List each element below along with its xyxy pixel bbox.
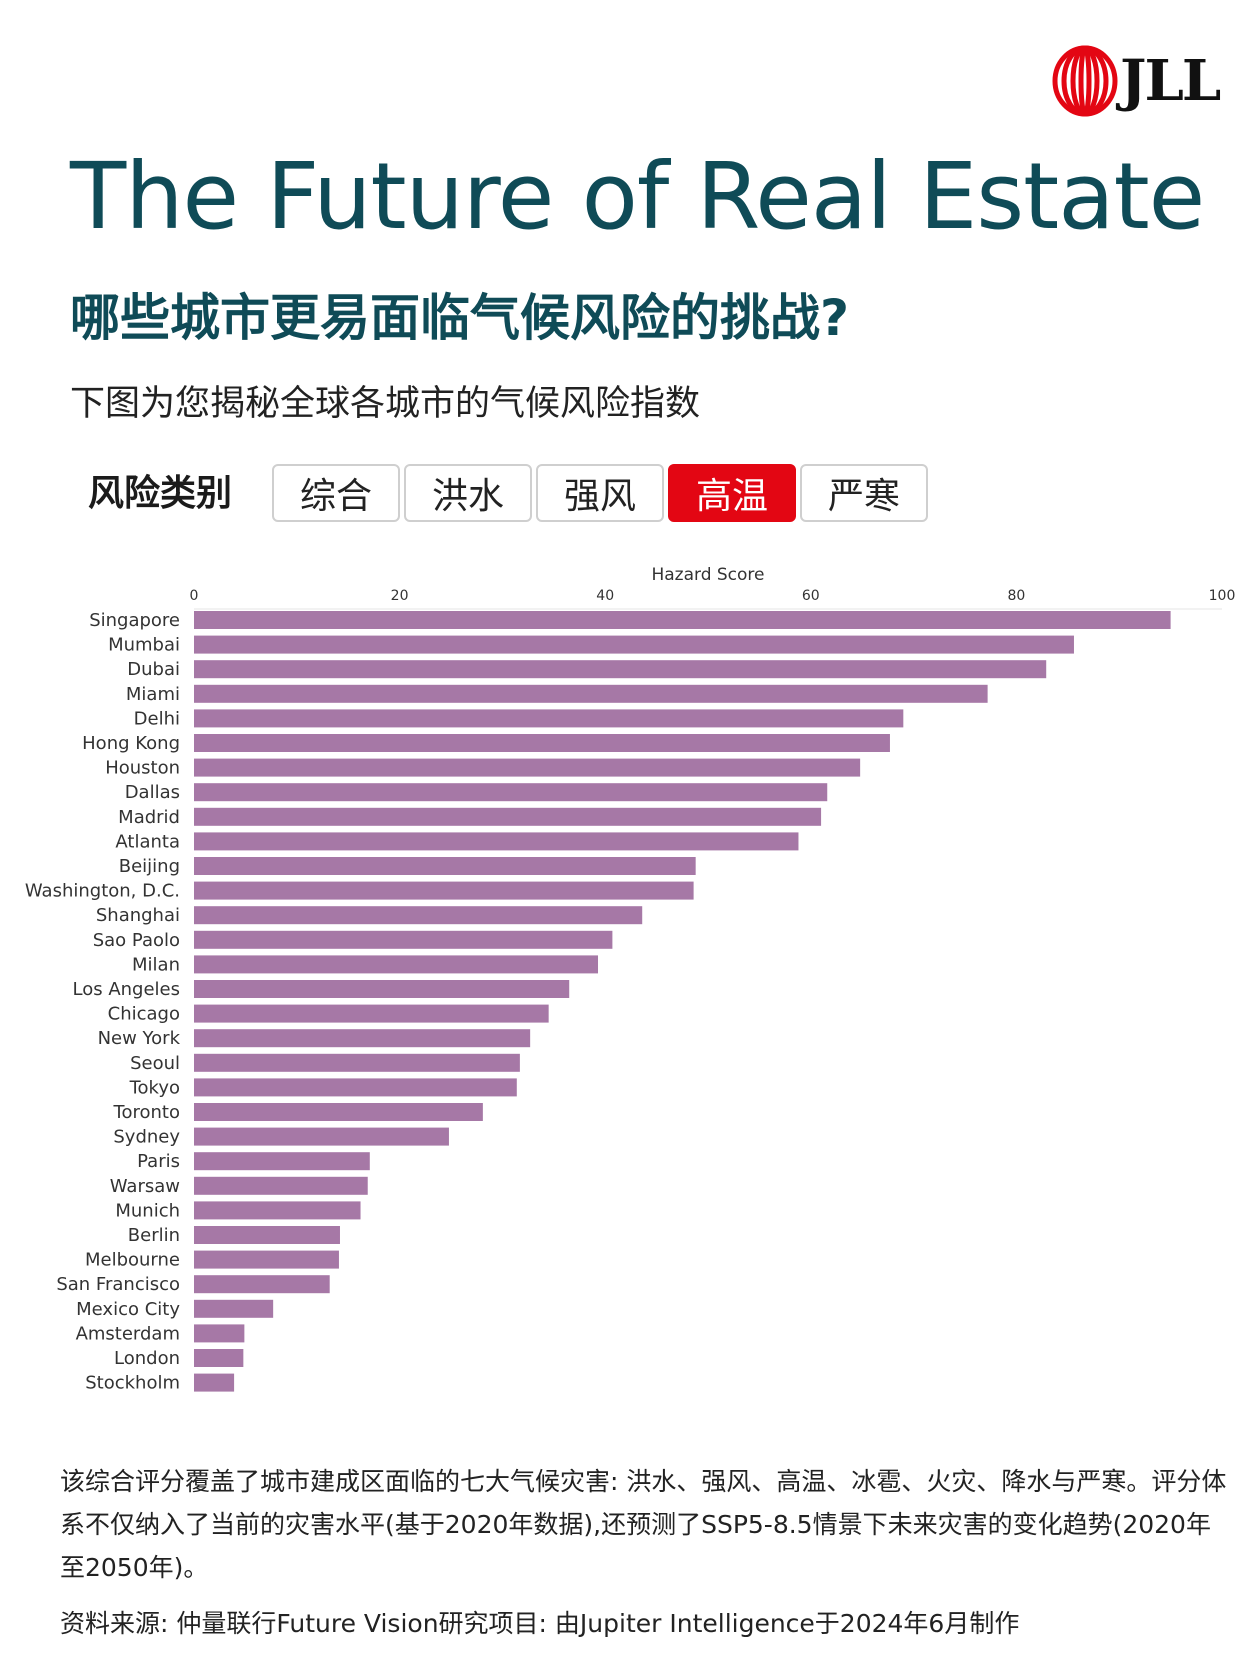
x-tick-label: 80: [1007, 588, 1025, 604]
bar[interactable]: [194, 807, 822, 826]
bar[interactable]: [194, 1029, 531, 1048]
bar[interactable]: [194, 832, 799, 851]
y-category-label: Delhi: [134, 708, 180, 729]
bar[interactable]: [194, 1127, 449, 1146]
bar[interactable]: [194, 1349, 244, 1367]
bar[interactable]: [194, 1176, 368, 1195]
bar[interactable]: [194, 1201, 361, 1220]
bar[interactable]: [194, 635, 1074, 654]
bar[interactable]: [194, 1053, 520, 1072]
x-tick-label: 100: [1209, 588, 1236, 604]
y-category-label: Sao Paolo: [93, 930, 180, 951]
hazard-score-bar-chart: Hazard Score 0 20 40 60 80 100 Singapore Mumba…: [25, 565, 1236, 1394]
y-category-label: Houston: [105, 758, 180, 779]
y-category-label: New York: [98, 1028, 181, 1049]
y-category-label: Beijing: [119, 856, 180, 877]
page-subtitle: 下图为您揭秘全球各城市的气候风险指数: [70, 384, 701, 424]
bar[interactable]: [194, 684, 988, 703]
y-category-label: Amsterdam: [76, 1323, 180, 1344]
bar[interactable]: [194, 955, 599, 974]
x-tick-label: 60: [802, 588, 820, 604]
bar[interactable]: [194, 930, 613, 949]
y-category-label: Dallas: [125, 782, 180, 803]
y-axis-labels: Singapore Mumbai Dubai Miami Delhi Hong Kong H…: [25, 610, 181, 1394]
jll-logo-text: JLL: [1120, 48, 1221, 114]
bar[interactable]: [194, 1103, 483, 1121]
x-tick-label: 20: [391, 588, 409, 604]
bar[interactable]: [194, 1004, 549, 1023]
y-category-label: San Francisco: [56, 1274, 180, 1295]
y-category-label: Dubai: [127, 659, 180, 680]
y-category-label: Los Angeles: [73, 979, 181, 1000]
bar[interactable]: [194, 980, 570, 998]
tab-flood[interactable]: 洪水: [404, 464, 532, 522]
source-note: 资料来源: 仲量联行Future Vision研究项目: 由Jupiter In…: [60, 1609, 1020, 1638]
y-category-label: Berlin: [128, 1225, 180, 1246]
bar[interactable]: [194, 1275, 330, 1294]
bar[interactable]: [194, 1078, 517, 1097]
bar[interactable]: [194, 709, 904, 728]
y-category-label: London: [114, 1348, 180, 1369]
tab-wind[interactable]: 强风: [536, 464, 664, 522]
y-category-label: Milan: [132, 954, 180, 975]
tab-cold[interactable]: 严寒: [800, 464, 928, 522]
y-category-label: Mexico City: [76, 1299, 180, 1320]
bar[interactable]: [194, 1152, 370, 1171]
bar[interactable]: [194, 1324, 245, 1343]
y-category-label: Atlanta: [115, 831, 180, 852]
y-category-label: Melbourne: [85, 1250, 180, 1271]
bar[interactable]: [194, 881, 694, 900]
page-title: The Future of Real Estate: [70, 143, 1205, 250]
bar[interactable]: [194, 783, 828, 802]
tab-composite[interactable]: 综合: [272, 464, 400, 522]
x-axis-ticks: 0 20 40 60 80 100: [190, 588, 1236, 604]
x-tick-label: 0: [190, 588, 199, 604]
bars: [194, 611, 1171, 1392]
bar[interactable]: [194, 906, 643, 925]
methodology-note: 该综合评分覆盖了城市建成区面临的七大气候灾害: 洪水、强风、高温、冰雹、火灾、降…: [60, 1467, 1227, 1582]
y-category-label: Toronto: [113, 1102, 180, 1123]
x-tick-label: 40: [596, 588, 614, 604]
y-category-label: Washington, D.C.: [25, 881, 180, 902]
y-category-label: Munich: [115, 1200, 180, 1221]
y-category-label: Shanghai: [96, 905, 180, 926]
y-category-label: Sydney: [113, 1127, 180, 1148]
y-category-label: Stockholm: [85, 1373, 180, 1394]
bar[interactable]: [194, 734, 890, 752]
bar[interactable]: [194, 758, 861, 777]
bar[interactable]: [194, 1373, 235, 1392]
bar[interactable]: [194, 611, 1171, 629]
tab-heat[interactable]: 高温: [668, 464, 796, 522]
risk-category-label: 风险类别: [88, 473, 233, 514]
jll-logo: JLL: [1050, 44, 1221, 118]
bar[interactable]: [194, 1250, 339, 1269]
y-category-label: Singapore: [89, 610, 180, 631]
y-category-label: Seoul: [130, 1053, 180, 1074]
y-category-label: Warsaw: [110, 1176, 180, 1197]
y-category-label: Chicago: [108, 1004, 180, 1025]
y-category-label: Paris: [137, 1151, 180, 1172]
y-category-label: Miami: [126, 684, 180, 705]
bar[interactable]: [194, 857, 696, 875]
page-question: 哪些城市更易面临气候风险的挑战?: [70, 289, 850, 347]
x-axis-title: Hazard Score: [651, 565, 764, 585]
y-category-label: Mumbai: [108, 635, 180, 656]
y-category-label: Hong Kong: [82, 733, 180, 754]
bar[interactable]: [194, 1226, 340, 1244]
y-category-label: Tokyo: [129, 1077, 180, 1098]
bar[interactable]: [194, 1299, 274, 1318]
jll-logo-mark-icon: [1052, 45, 1118, 117]
bar[interactable]: [194, 660, 1047, 679]
y-category-label: Madrid: [118, 807, 180, 828]
